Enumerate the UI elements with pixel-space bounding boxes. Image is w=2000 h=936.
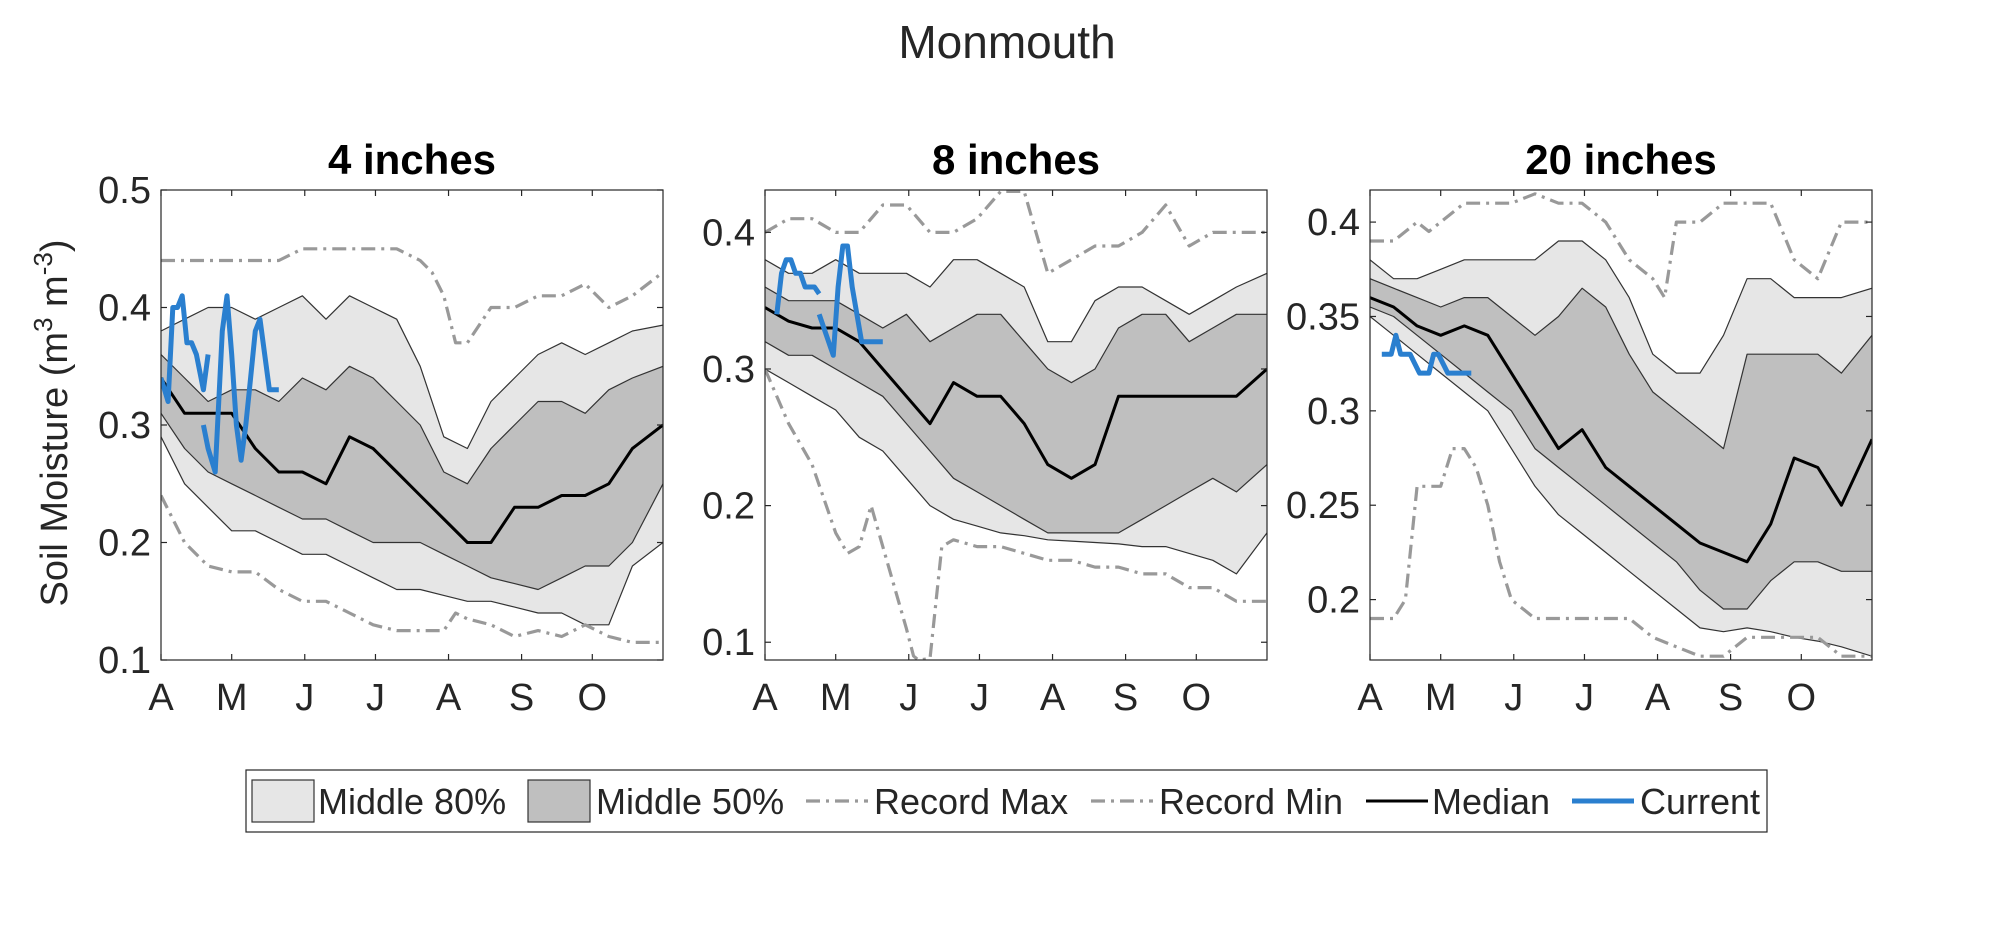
x-tick-label: J	[899, 677, 918, 719]
current-line	[1381, 332, 1472, 376]
x-tick-label: M	[216, 677, 248, 719]
axes-box	[1369, 189, 1873, 661]
y-tick-label: 0.25	[1286, 485, 1360, 527]
y-tick-label: 0.4	[98, 288, 151, 330]
y-label-part: Soil Moisture (m	[34, 332, 76, 607]
figure-title: Monmouth	[898, 16, 1115, 68]
x-tick-label: S	[1718, 677, 1743, 719]
panel-title: 4 inches	[328, 136, 496, 183]
p75-edge	[161, 354, 663, 485]
y-tick-label: 0.5	[98, 170, 151, 212]
y-label-part: m	[34, 275, 76, 317]
x-tick-label: J	[366, 677, 385, 719]
x-tick-label: S	[1113, 677, 1138, 719]
x-tick-label: A	[148, 677, 174, 719]
record-max-line	[161, 247, 663, 345]
panel-title: 20 inches	[1525, 136, 1716, 183]
y-label-part: )	[34, 240, 76, 253]
y-label-superscript: 3	[28, 318, 58, 332]
p90-edge	[161, 295, 663, 450]
x-tick-label: A	[1645, 677, 1671, 719]
chart-panel: 0.10.20.30.40.5A M J J A S O4 inches	[98, 136, 664, 719]
x-tick-label: M	[820, 677, 852, 719]
chart-panels: 0.10.20.30.40.5A M J J A S O4 inches0.10.20.30…	[98, 136, 1873, 719]
legend-label: Median	[1432, 781, 1550, 822]
plot-area	[1370, 192, 1872, 658]
legend-swatch	[251, 779, 315, 823]
x-tick-label: S	[509, 677, 534, 719]
axes-box	[764, 189, 1268, 661]
y-tick-label: 0.35	[1286, 296, 1360, 338]
legend-item: Middle 80%	[251, 779, 506, 823]
y-tick-label: 0.2	[1307, 580, 1360, 622]
legend-item: Median	[1366, 781, 1550, 822]
legend-item: Record Min	[1091, 781, 1343, 822]
plot-area	[161, 247, 663, 644]
x-tick-label: O	[578, 677, 608, 719]
x-tick-label: O	[1787, 677, 1817, 719]
panel-title: 8 inches	[932, 136, 1100, 183]
legend-label: Middle 80%	[318, 781, 506, 822]
current-line	[774, 243, 883, 358]
chart-panel: 0.10.20.30.4A M J J A S O8 inches	[702, 136, 1268, 719]
middle-50-band	[765, 287, 1267, 533]
p75-edge	[765, 286, 1267, 384]
legend-item: Record Max	[806, 781, 1068, 822]
record-min-line	[161, 494, 663, 644]
p25-edge	[765, 341, 1267, 534]
x-tick-label: A	[1357, 677, 1383, 719]
median-line	[1370, 296, 1872, 564]
x-tick-label: A	[1040, 677, 1066, 719]
legend-label: Record Max	[874, 781, 1068, 822]
x-tick-label: J	[1504, 677, 1523, 719]
legend-item: Middle 50%	[527, 779, 784, 823]
y-tick-label: 0.4	[1307, 202, 1360, 244]
x-tick-label: M	[1425, 677, 1457, 719]
current-line	[161, 293, 279, 475]
y-tick-label: 0.2	[98, 523, 151, 565]
p10-edge	[161, 436, 663, 626]
plot-area	[765, 190, 1267, 660]
legend-label: Record Min	[1159, 781, 1343, 822]
legend-label: Middle 50%	[596, 781, 784, 822]
p25-edge	[1370, 306, 1872, 610]
record-min-line	[765, 368, 1267, 660]
x-tick-label: J	[295, 677, 314, 719]
middle-50-band	[161, 354, 663, 590]
y-tick-label: 0.3	[1307, 391, 1360, 433]
y-tick-label: 0.3	[98, 405, 151, 447]
record-min-line	[1370, 447, 1872, 658]
median-line	[765, 306, 1267, 480]
legend: Middle 80% Middle 50% Record Max Record Min…	[245, 769, 1768, 833]
middle-50-band	[1370, 278, 1872, 610]
y-tick-label: 0.4	[702, 212, 755, 254]
y-tick-label: 0.3	[702, 349, 755, 391]
y-label-superscript: -3	[28, 252, 58, 275]
p75-edge	[1370, 278, 1872, 450]
y-tick-label: 0.1	[702, 622, 755, 664]
p10-edge	[765, 368, 1267, 575]
legend-label: Current	[1640, 781, 1760, 822]
record-max-line	[765, 190, 1267, 275]
p10-edge	[1370, 316, 1872, 657]
y-axis-label: Soil Moisture (m3 m-3)	[28, 240, 76, 607]
y-tick-label: 0.1	[98, 640, 151, 682]
x-tick-label: A	[436, 677, 462, 719]
legend-box	[245, 769, 1768, 833]
x-tick-label: J	[970, 677, 989, 719]
x-tick-label: J	[1575, 677, 1594, 719]
x-tick-label: A	[752, 677, 778, 719]
chart-panel: 0.20.250.30.350.4A M J J A S O20 inches	[1286, 136, 1873, 719]
p90-edge	[1370, 240, 1872, 374]
p25-edge	[161, 412, 663, 591]
legend-swatch	[527, 779, 591, 823]
x-tick-label: O	[1182, 677, 1212, 719]
legend-item: Current	[1572, 781, 1760, 822]
y-tick-label: 0.2	[702, 486, 755, 528]
